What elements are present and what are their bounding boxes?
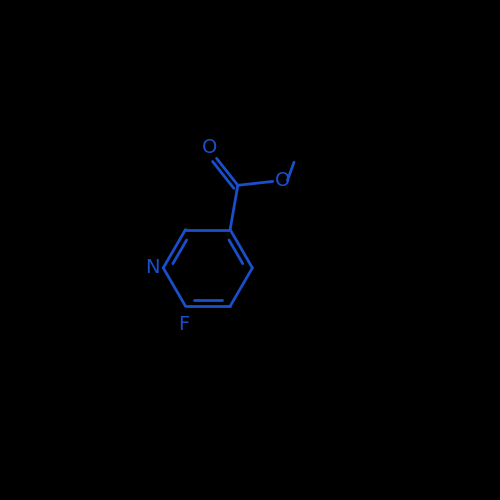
- Text: O: O: [202, 138, 217, 157]
- Text: F: F: [178, 315, 189, 334]
- Text: N: N: [145, 258, 160, 278]
- Text: O: O: [275, 171, 290, 190]
